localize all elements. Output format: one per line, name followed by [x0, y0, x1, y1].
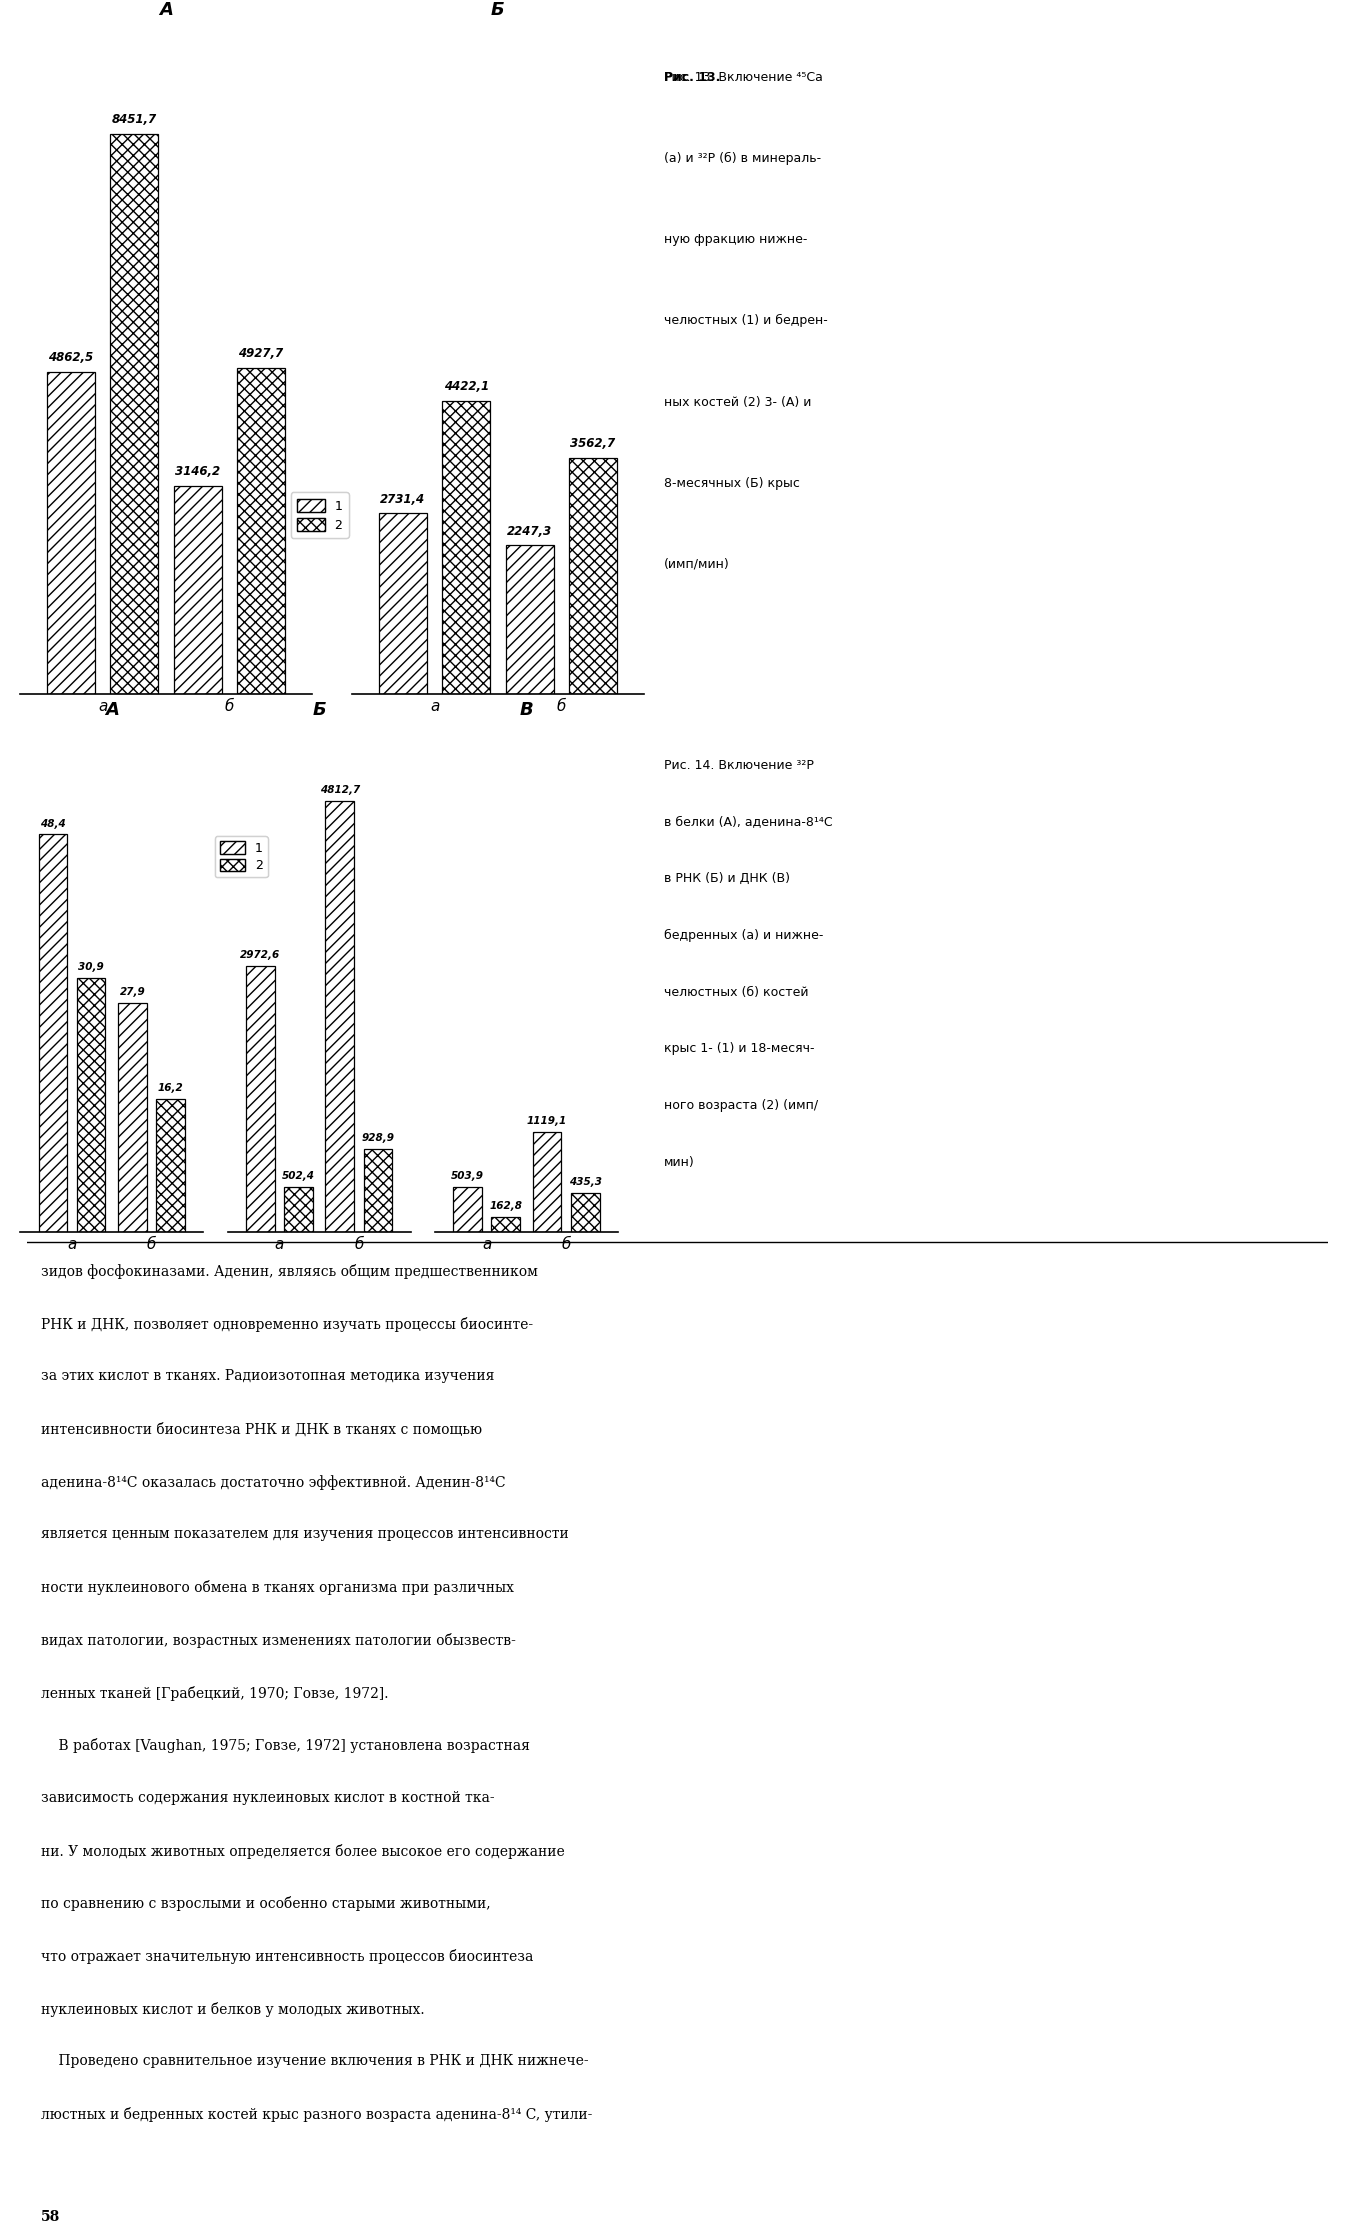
Text: 502,4: 502,4: [282, 1172, 314, 1180]
Text: В работах [Vaughan, 1975; Говзе, 1972] установлена возрастная: В работах [Vaughan, 1975; Говзе, 1972] у…: [41, 1738, 530, 1754]
Bar: [363, 1149, 393, 1232]
Bar: [247, 965, 275, 1232]
Text: 4422,1: 4422,1: [443, 381, 489, 394]
Text: 435,3: 435,3: [569, 1176, 602, 1187]
Text: челюстных (б) костей: челюстных (б) костей: [664, 986, 809, 999]
Text: 2731,4: 2731,4: [381, 493, 425, 506]
Text: люстных и бедренных костей крыс разного возраста аденина-8¹⁴ C, утили-: люстных и бедренных костей крыс разного …: [41, 2108, 592, 2121]
Bar: [505, 544, 554, 694]
Text: зидов фосфокиназами. Аденин, являясь общим предшественником: зидов фосфокиназами. Аденин, являясь общ…: [41, 1263, 538, 1279]
Text: мин): мин): [664, 1156, 695, 1169]
Text: Б: Б: [491, 0, 505, 18]
Text: ного возраста (2) (имп/: ного возраста (2) (имп/: [664, 1100, 818, 1111]
Bar: [173, 486, 222, 694]
Bar: [442, 401, 491, 694]
Bar: [110, 134, 159, 694]
Text: Б: Б: [312, 701, 327, 719]
Bar: [569, 459, 617, 694]
Bar: [118, 1004, 146, 1232]
Text: в белки (А), аденина-8¹⁴C: в белки (А), аденина-8¹⁴C: [664, 815, 832, 829]
Text: 3562,7: 3562,7: [570, 437, 615, 450]
Bar: [492, 1216, 520, 1232]
Text: является ценным показателем для изучения процессов интенсивности: является ценным показателем для изучения…: [41, 1528, 568, 1541]
Bar: [533, 1131, 561, 1232]
Text: за этих кислот в тканях. Радиоизотопная методика изучения: за этих кислот в тканях. Радиоизотопная …: [41, 1369, 495, 1384]
Text: челюстных (1) и бедрен-: челюстных (1) и бедрен-: [664, 314, 828, 327]
Text: ных костей (2) 3- (А) и: ных костей (2) 3- (А) и: [664, 396, 812, 408]
Bar: [570, 1194, 599, 1232]
Bar: [325, 800, 354, 1232]
Text: 2972,6: 2972,6: [240, 950, 280, 959]
Text: Рис. 13.: Рис. 13.: [664, 72, 721, 83]
Text: интенсивности биосинтеза РНК и ДНК в тканях с помощью: интенсивности биосинтеза РНК и ДНК в тка…: [41, 1422, 482, 1436]
Text: 4812,7: 4812,7: [320, 784, 360, 795]
Text: 1119,1: 1119,1: [527, 1116, 568, 1127]
Text: крыс 1- (1) и 18-месяч-: крыс 1- (1) и 18-месяч-: [664, 1042, 814, 1055]
Text: (имп/мин): (имп/мин): [664, 558, 730, 571]
Text: 2247,3: 2247,3: [507, 524, 553, 538]
Text: A: A: [159, 0, 173, 18]
Legend: 1, 2: 1, 2: [214, 836, 268, 878]
Text: 16,2: 16,2: [157, 1082, 183, 1093]
Text: 58: 58: [41, 2211, 60, 2224]
Text: бедренных (а) и нижне-: бедренных (а) и нижне-: [664, 930, 824, 943]
Text: ности нуклеинового обмена в тканях организма при различных: ности нуклеинового обмена в тканях орган…: [41, 1579, 514, 1595]
Text: 30,9: 30,9: [79, 963, 104, 972]
Bar: [77, 979, 106, 1232]
Bar: [47, 372, 95, 694]
Text: зависимость содержания нуклеиновых кислот в костной тка-: зависимость содержания нуклеиновых кисло…: [41, 1790, 495, 1805]
Bar: [156, 1100, 186, 1232]
Text: 503,9: 503,9: [451, 1172, 484, 1180]
Legend: 1, 2: 1, 2: [291, 493, 348, 538]
Text: 4927,7: 4927,7: [238, 347, 283, 361]
Text: 162,8: 162,8: [489, 1201, 522, 1212]
Text: 27,9: 27,9: [119, 988, 145, 997]
Text: что отражает значительную интенсивность процессов биосинтеза: что отражает значительную интенсивность …: [41, 1949, 533, 1964]
Text: 4862,5: 4862,5: [49, 352, 93, 365]
Text: ленных тканей [Грабецкий, 1970; Говзе, 1972].: ленных тканей [Грабецкий, 1970; Говзе, 1…: [41, 1684, 388, 1700]
Text: по сравнению с взрослыми и особенно старыми животными,: по сравнению с взрослыми и особенно стар…: [41, 1897, 491, 1911]
Text: видах патологии, возрастных изменениях патологии обызвеств-: видах патологии, возрастных изменениях п…: [41, 1633, 515, 1649]
Text: аденина-8¹⁴C оказалась достаточно эффективной. Аденин-8¹⁴C: аденина-8¹⁴C оказалась достаточно эффект…: [41, 1474, 505, 1490]
Text: (а) и ³²P (б) в минераль-: (а) и ³²P (б) в минераль-: [664, 152, 821, 166]
Bar: [453, 1187, 482, 1232]
Text: 48,4: 48,4: [41, 818, 66, 829]
Text: Рис. 14. Включение ³²P: Рис. 14. Включение ³²P: [664, 759, 814, 773]
Text: A: A: [104, 701, 119, 719]
Bar: [285, 1187, 313, 1232]
Text: нуклеиновых кислот и белков у молодых животных.: нуклеиновых кислот и белков у молодых жи…: [41, 2003, 424, 2016]
Text: 3146,2: 3146,2: [175, 466, 221, 477]
Bar: [379, 513, 427, 694]
Bar: [39, 836, 68, 1232]
Text: ни. У молодых животных определяется более высокое его содержание: ни. У молодых животных определяется боле…: [41, 1844, 565, 1859]
Text: 928,9: 928,9: [362, 1133, 394, 1142]
Text: Проведено сравнительное изучение включения в РНК и ДНК нижнече-: Проведено сравнительное изучение включен…: [41, 2054, 588, 2068]
Bar: [237, 367, 285, 694]
Text: в РНК (Б) и ДНК (В): в РНК (Б) и ДНК (В): [664, 871, 790, 885]
Text: ную фракцию нижне-: ную фракцию нижне-: [664, 233, 808, 246]
Text: В: В: [519, 701, 534, 719]
Text: 8-месячных (Б) крыс: 8-месячных (Б) крыс: [664, 477, 799, 491]
Text: Рис. 13. Включение ⁴⁵Ca: Рис. 13. Включение ⁴⁵Ca: [664, 72, 822, 83]
Text: 8451,7: 8451,7: [111, 114, 157, 125]
Text: РНК и ДНК, позволяет одновременно изучать процессы биосинте-: РНК и ДНК, позволяет одновременно изучат…: [41, 1317, 533, 1333]
